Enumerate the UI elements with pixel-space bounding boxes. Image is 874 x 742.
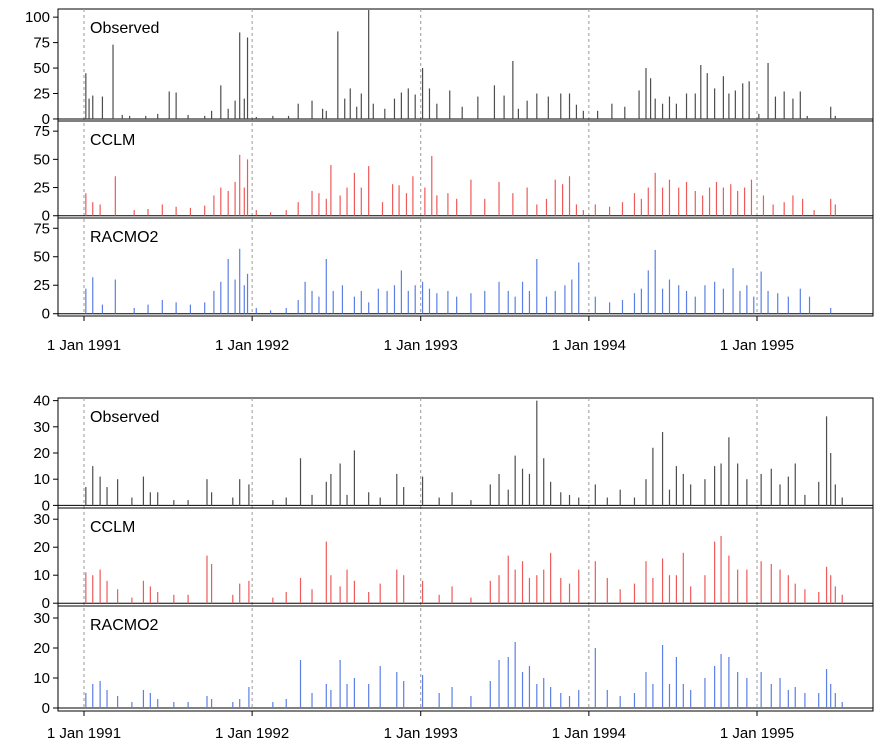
y-tick-label: 10 <box>33 567 50 584</box>
y-tick-label: 0 <box>42 595 50 612</box>
y-tick-label: 40 <box>33 393 50 410</box>
y-tick-label: 10 <box>33 670 50 687</box>
y-tick-label: 25 <box>33 180 50 197</box>
y-tick-label: 0 <box>42 208 50 225</box>
panel-observed: 0 25 50 75 100 Observed <box>25 9 873 128</box>
y-tick-label: 50 <box>33 60 50 77</box>
y-tick-label: 0 <box>42 111 50 128</box>
y-tick-label: 10 <box>33 471 50 488</box>
x-tick-label: 1 Jan 1993 <box>384 337 458 354</box>
panel-racmo2: 0 25 50 75 RACMO2 <box>33 217 873 323</box>
y-tick-label: 30 <box>33 511 50 528</box>
x-tick-label: 1 Jan 1991 <box>47 725 121 742</box>
y-tick-label: 75 <box>33 35 50 52</box>
panel-label: CCLM <box>90 132 135 149</box>
y-tick-label: 0 <box>42 306 50 323</box>
y-tick-label: 0 <box>42 700 50 717</box>
y-tick-label: 25 <box>33 277 50 294</box>
figure-1: 0 25 50 75 100 Observed 0 25 50 75 CCLM 0 25 50 75 RACM… <box>25 8 874 354</box>
panel-label: Observed <box>90 20 159 37</box>
y-tick-label: 100 <box>25 9 50 26</box>
panel-label: RACMO2 <box>90 229 159 246</box>
x-tick-label: 1 Jan 1992 <box>215 337 289 354</box>
y-tick-label: 20 <box>33 640 50 657</box>
panel-cclm: 0 25 50 75 CCLM <box>33 120 873 225</box>
y-tick-label: 50 <box>33 249 50 266</box>
panel-label: RACMO2 <box>90 617 159 634</box>
x-tick-label: 1 Jan 1995 <box>720 337 794 354</box>
y-tick-label: 30 <box>33 419 50 436</box>
panel-racmo2: 0 10 20 30 RACMO2 <box>33 605 873 717</box>
panel-observed: 0 10 20 30 40 Observed <box>33 393 873 514</box>
figure-2: 0 10 20 30 40 Observed 0 10 20 30 CCLM 0 10 20 30 RACMO… <box>33 393 874 742</box>
panel-label: CCLM <box>90 519 135 536</box>
x-tick-label: 1 Jan 1991 <box>47 337 121 354</box>
x-tick-label: 1 Jan 1994 <box>552 337 626 354</box>
x-tick-label: 1 Jan 1995 <box>720 725 794 742</box>
x-tick-label: 1 Jan 1993 <box>384 725 458 742</box>
y-tick-label: 25 <box>33 86 50 103</box>
y-tick-label: 20 <box>33 445 50 462</box>
panel-label: Observed <box>90 409 159 426</box>
y-tick-label: 50 <box>33 151 50 168</box>
panel-cclm: 0 10 20 30 CCLM <box>33 507 873 612</box>
y-tick-label: 0 <box>42 497 50 514</box>
plot-frame <box>57 8 874 317</box>
y-tick-label: 30 <box>33 610 50 627</box>
plot-frame <box>57 397 874 712</box>
y-tick-label: 75 <box>33 220 50 237</box>
y-tick-label: 20 <box>33 539 50 556</box>
x-tick-label: 1 Jan 1994 <box>552 725 626 742</box>
y-tick-label: 75 <box>33 123 50 140</box>
x-tick-label: 1 Jan 1992 <box>215 725 289 742</box>
